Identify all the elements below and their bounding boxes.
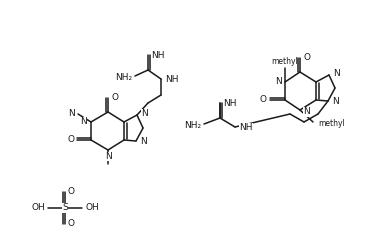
Text: NH: NH [239, 124, 253, 132]
Text: NH₂: NH₂ [184, 121, 201, 129]
Text: methyl: methyl [318, 119, 345, 127]
Text: NH: NH [151, 51, 164, 60]
Text: S: S [62, 204, 68, 213]
Text: NH₂: NH₂ [115, 72, 132, 82]
Text: N: N [80, 118, 87, 126]
Text: N: N [141, 110, 148, 119]
Text: N: N [332, 97, 339, 106]
Text: O: O [111, 93, 118, 102]
Text: methyl: methyl [272, 57, 298, 66]
Text: O: O [67, 135, 74, 145]
Text: N: N [140, 137, 147, 147]
Text: NH: NH [165, 74, 179, 84]
Text: O: O [68, 187, 75, 196]
Text: N: N [68, 109, 75, 118]
Text: NH: NH [223, 98, 236, 107]
Text: N: N [275, 77, 282, 87]
Text: O: O [68, 219, 75, 228]
Text: O: O [260, 95, 267, 104]
Text: OH: OH [31, 204, 45, 213]
Text: OH: OH [85, 204, 99, 213]
Text: O: O [303, 54, 310, 62]
Text: N: N [303, 107, 310, 117]
Text: N: N [104, 152, 112, 161]
Text: N: N [333, 69, 340, 79]
